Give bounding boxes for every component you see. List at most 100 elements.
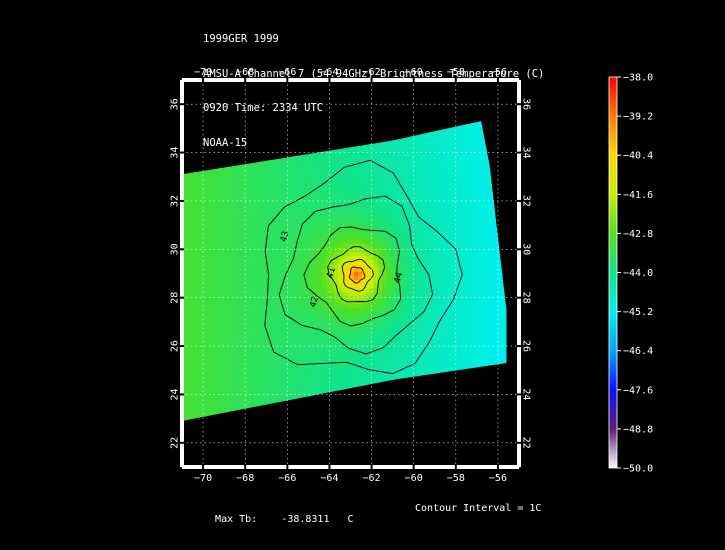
y-tick bbox=[180, 199, 184, 202]
right-axis-bar bbox=[517, 80, 521, 467]
x-tick-label: −58 bbox=[447, 473, 465, 484]
contour-interval-readout: Contour Interval = 1C bbox=[415, 503, 542, 514]
x-tick bbox=[244, 465, 247, 469]
y-tick-label: 22 bbox=[521, 437, 532, 449]
y-tick-label: 36 bbox=[521, 98, 532, 110]
x-tick-label: −62 bbox=[363, 67, 381, 78]
x-tick bbox=[496, 78, 499, 82]
x-tick-label: −64 bbox=[320, 473, 338, 484]
x-tick bbox=[286, 465, 289, 469]
y-tick bbox=[180, 151, 184, 154]
x-tick bbox=[202, 78, 205, 82]
x-tick-label: −60 bbox=[405, 67, 423, 78]
x-tick bbox=[412, 465, 415, 469]
y-tick bbox=[180, 441, 184, 444]
max-tb-label: Max Tb: bbox=[215, 514, 258, 525]
x-tick-label: −70 bbox=[194, 473, 212, 484]
contour-lines: 41 42 43 44 bbox=[264, 159, 463, 375]
axes: −70 −70 −68 −68 −66 −66 −64 −64 −62 −62 −60 −60 −58 −… bbox=[170, 67, 532, 484]
y-tick-label: 24 bbox=[170, 388, 181, 400]
y-tick bbox=[180, 345, 184, 348]
x-tick-label: −56 bbox=[489, 473, 507, 484]
x-tick-label: −62 bbox=[363, 473, 381, 484]
chart-title-block: 1999GER 1999 AMSU-A Channel 7 (54.94GHz)… bbox=[203, 11, 544, 161]
colorbar: −38.0 −39.2 −40.4 −41.6 −42.8 −44.0 −45.2 −46.4… bbox=[608, 73, 653, 475]
x-tick bbox=[202, 465, 205, 469]
title-line-storm: 1999GER 1999 bbox=[203, 33, 279, 45]
contour-line bbox=[303, 226, 402, 327]
y-tick-label: 30 bbox=[170, 243, 181, 255]
max-tb-unit: C bbox=[347, 514, 354, 525]
x-tick-label: −56 bbox=[489, 67, 507, 78]
bottom-axis-bar bbox=[182, 465, 519, 469]
y-tick bbox=[517, 296, 521, 299]
contour-line bbox=[278, 195, 434, 355]
y-tick-label: 32 bbox=[521, 195, 532, 207]
left-axis-bar bbox=[180, 80, 184, 467]
y-tick bbox=[517, 199, 521, 202]
contour-label: 43 bbox=[279, 230, 291, 243]
y-tick bbox=[180, 248, 184, 251]
contour-line bbox=[348, 266, 366, 284]
y-tick-label: 24 bbox=[521, 388, 532, 400]
y-tick bbox=[517, 151, 521, 154]
x-tick-label: −60 bbox=[405, 473, 423, 484]
y-tick-label: 34 bbox=[521, 147, 532, 159]
colorbar-tick-label: −39.2 bbox=[623, 112, 653, 123]
x-tick bbox=[370, 465, 373, 469]
colorbar-tick-label: −38.0 bbox=[623, 73, 653, 84]
y-tick-label: 30 bbox=[521, 243, 532, 255]
colorbar-ramp bbox=[608, 76, 618, 469]
x-tick-label: −64 bbox=[320, 67, 338, 78]
x-tick bbox=[370, 78, 373, 82]
y-tick-label: 28 bbox=[170, 292, 181, 304]
y-tick-label: 28 bbox=[521, 292, 532, 304]
y-tick bbox=[180, 393, 184, 396]
y-tick bbox=[517, 345, 521, 348]
x-tick bbox=[454, 78, 457, 82]
colorbar-tick-label: −46.4 bbox=[623, 346, 653, 357]
x-tick-label: −70 bbox=[194, 67, 212, 78]
x-tick bbox=[244, 78, 247, 82]
colorbar-tick-label: −50.0 bbox=[623, 464, 653, 475]
colorbar-tick-label: −44.0 bbox=[623, 268, 653, 279]
y-tick-label: 32 bbox=[170, 195, 181, 207]
x-tick-label: −66 bbox=[278, 473, 296, 484]
x-tick-label: −58 bbox=[447, 67, 465, 78]
colorbar-tick-label: −41.6 bbox=[623, 190, 653, 201]
x-tick bbox=[454, 465, 457, 469]
y-tick-label: 26 bbox=[170, 340, 181, 352]
x-tick bbox=[412, 78, 415, 82]
y-tick bbox=[517, 393, 521, 396]
contour-label: 42 bbox=[309, 295, 321, 308]
contour-line bbox=[341, 258, 374, 292]
x-tick bbox=[496, 465, 499, 469]
y-tick-label: 26 bbox=[521, 340, 532, 352]
title-line-satellite: NOAA-15 bbox=[203, 136, 248, 149]
contour-label: 44 bbox=[393, 271, 405, 284]
colorbar-tick-label: −47.6 bbox=[623, 385, 653, 396]
y-tick bbox=[180, 296, 184, 299]
y-tick-label: 22 bbox=[170, 437, 181, 449]
colorbar-tick-label: −48.8 bbox=[623, 424, 653, 435]
y-tick bbox=[517, 248, 521, 251]
colorbar-tick-label: −45.2 bbox=[623, 307, 653, 318]
y-tick bbox=[517, 441, 521, 444]
max-tb-value: -38.8311 bbox=[281, 514, 330, 525]
y-tick bbox=[517, 103, 521, 106]
title-line-channel: AMSU-A Channel 7 (54.94GHz) Brightness T… bbox=[203, 67, 545, 80]
colorbar-tick-label: −42.8 bbox=[623, 229, 653, 240]
y-tick-label: 36 bbox=[170, 98, 181, 110]
max-tb-readout: Max Tb: -38.8311 C bbox=[203, 503, 354, 525]
y-tick bbox=[180, 103, 184, 106]
swath-field bbox=[182, 121, 507, 421]
y-tick-label: 34 bbox=[170, 147, 181, 159]
x-tick bbox=[328, 78, 331, 82]
x-tick bbox=[286, 78, 289, 82]
x-tick-label: −68 bbox=[236, 473, 254, 484]
title-line-time: 0920 Time: 2334 UTC bbox=[203, 102, 324, 114]
top-axis-bar bbox=[182, 78, 519, 82]
contour-label: 41 bbox=[325, 266, 337, 279]
x-tick-label: −66 bbox=[278, 67, 296, 78]
